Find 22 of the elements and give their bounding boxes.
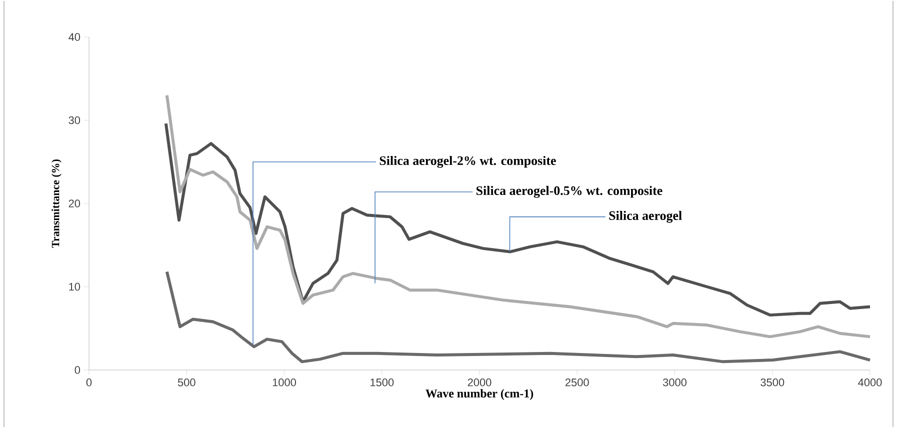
line-series — [165, 270, 872, 364]
annotation: Silica aerogel-2% wt. composite — [380, 156, 556, 168]
x-tick-label: 2000 — [468, 378, 492, 386]
annotation: Silica aerogel — [609, 210, 682, 223]
x-tick-label: 1500 — [370, 378, 394, 386]
x-axis-title: Wave number (cm-1) — [426, 389, 534, 400]
annotation: Silica aerogel-0.5% wt. composite — [476, 186, 662, 198]
x-tick-label: 0 — [86, 378, 92, 386]
y-tick-label: 0 — [74, 366, 80, 374]
x-tick-label: 2500 — [565, 378, 589, 386]
y-tick-label: 20 — [68, 200, 80, 208]
y-tick-label: 10 — [69, 282, 80, 291]
line-series — [164, 122, 872, 317]
y-axis-title: Transmittance (%) — [52, 159, 62, 248]
y-tick-label: 40 — [68, 33, 80, 41]
x-tick-label: 3500 — [760, 378, 784, 386]
line-series — [165, 94, 872, 338]
x-tick-label: 500 — [178, 378, 196, 386]
y-tick-label: 30 — [68, 116, 80, 124]
x-tick-label: 3000 — [662, 378, 686, 386]
x-tick-label: 1000 — [272, 378, 296, 386]
x-tick-label: 4000 — [858, 378, 882, 386]
